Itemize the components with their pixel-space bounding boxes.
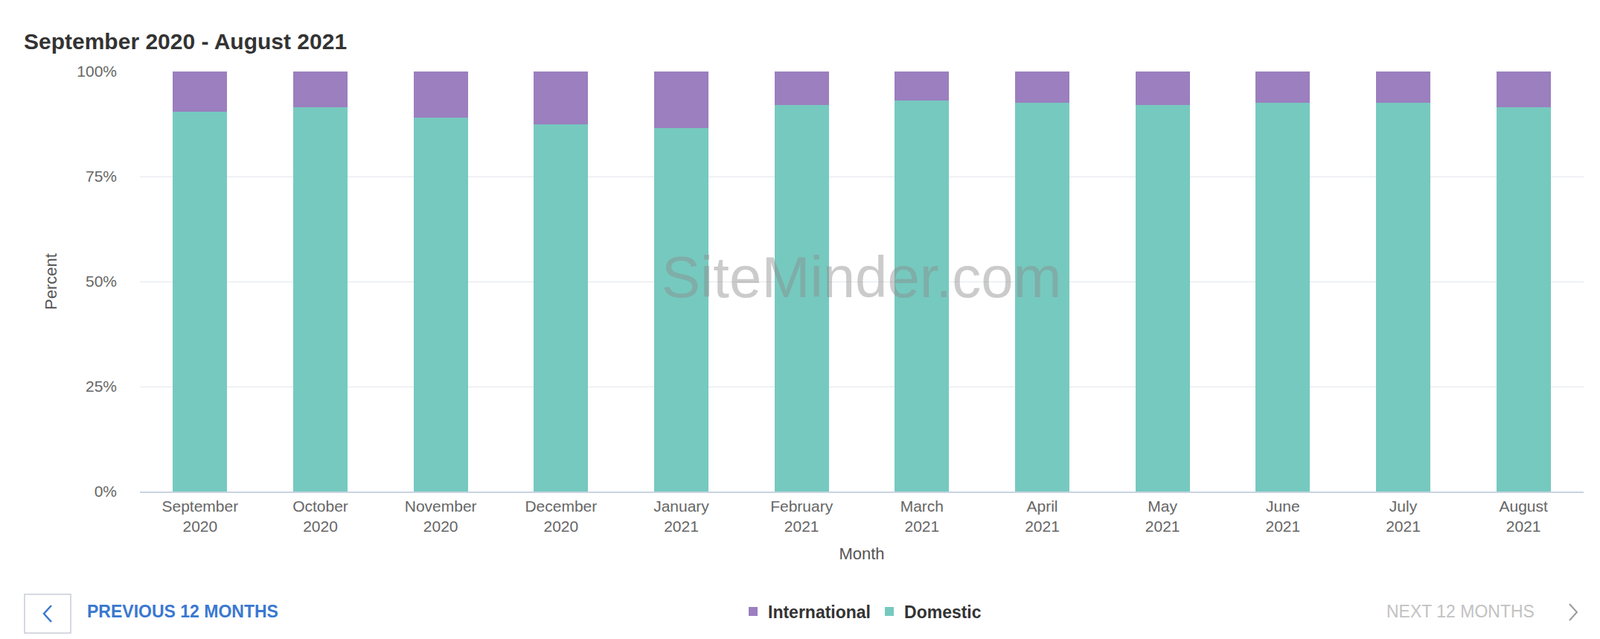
svg-text:September 2020 - August 2021: September 2020 - August 2021 bbox=[23, 29, 347, 54]
svg-text:50%: 50% bbox=[85, 272, 117, 290]
svg-text:June2021: June2021 bbox=[1265, 497, 1301, 535]
svg-text:December2020: December2020 bbox=[524, 497, 597, 535]
svg-text:November2020: November2020 bbox=[404, 497, 478, 535]
svg-text:April2021: April2021 bbox=[1024, 497, 1060, 535]
svg-text:Domestic: Domestic bbox=[904, 602, 982, 622]
svg-text:July2021: July2021 bbox=[1385, 497, 1421, 535]
svg-text:May2021: May2021 bbox=[1145, 497, 1181, 535]
svg-text:SiteMinder.com: SiteMinder.com bbox=[661, 244, 1062, 310]
svg-text:International: International bbox=[768, 602, 871, 622]
svg-text:NEXT 12 MONTHS: NEXT 12 MONTHS bbox=[1386, 601, 1535, 621]
svg-text:0%: 0% bbox=[94, 482, 117, 500]
svg-text:Percent: Percent bbox=[41, 253, 61, 310]
svg-text:October2020: October2020 bbox=[292, 497, 349, 535]
svg-text:PREVIOUS 12 MONTHS: PREVIOUS 12 MONTHS bbox=[87, 601, 279, 621]
svg-text:September2020: September2020 bbox=[161, 497, 239, 535]
svg-text:75%: 75% bbox=[85, 167, 117, 185]
svg-text:100%: 100% bbox=[76, 62, 117, 80]
svg-text:February2021: February2021 bbox=[770, 497, 834, 535]
svg-text:Month: Month bbox=[838, 544, 885, 563]
svg-text:August2021: August2021 bbox=[1498, 497, 1548, 535]
svg-text:January2021: January2021 bbox=[653, 497, 710, 535]
svg-text:March2021: March2021 bbox=[900, 497, 944, 535]
svg-text:25%: 25% bbox=[85, 377, 117, 395]
